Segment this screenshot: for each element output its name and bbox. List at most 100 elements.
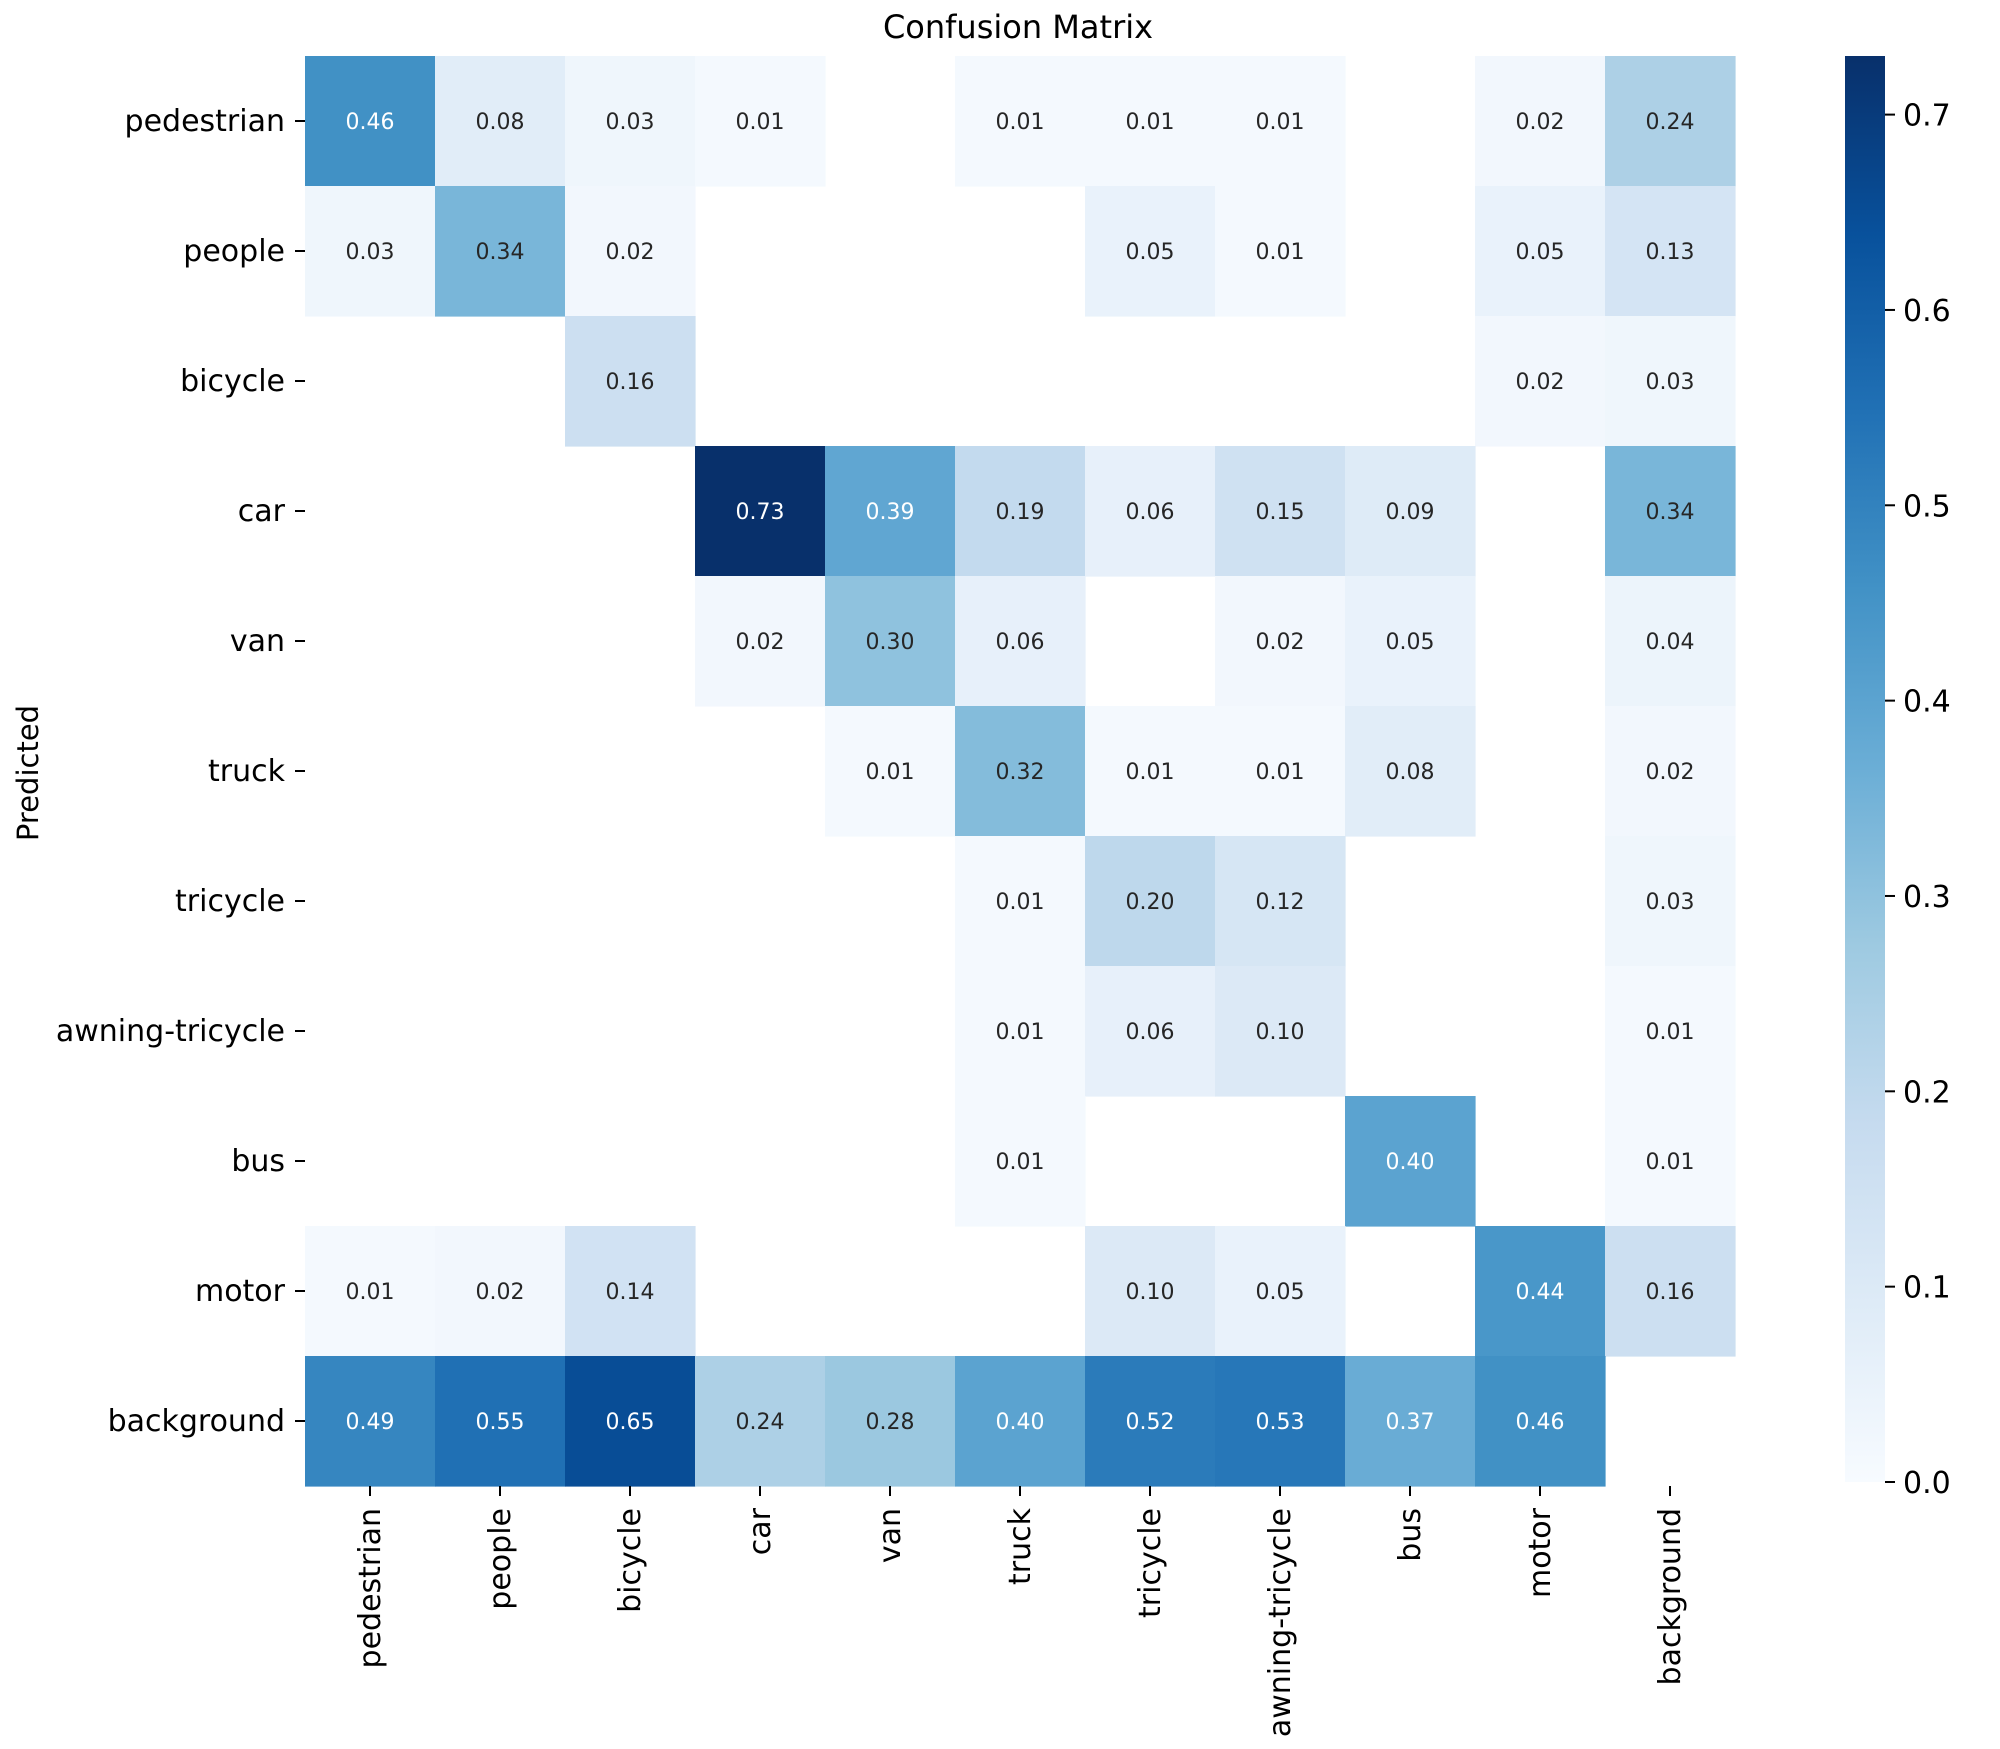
cell-value-label: 0.01 bbox=[1256, 110, 1305, 135]
heatmap-cell bbox=[1345, 1096, 1476, 1227]
heatmap-cell bbox=[955, 1096, 1086, 1227]
heatmap-cell bbox=[1605, 966, 1736, 1097]
cell-value-label: 0.02 bbox=[1516, 110, 1565, 135]
heatmap-cell bbox=[1215, 706, 1346, 837]
heatmap-cell bbox=[1605, 1096, 1736, 1227]
cell-value-label: 0.19 bbox=[996, 500, 1045, 525]
heatmap-cells bbox=[305, 56, 1736, 1487]
heatmap-cell bbox=[955, 576, 1086, 707]
colorbar-tick-label: 0.0 bbox=[1903, 1466, 1951, 1501]
cell-value-label: 0.01 bbox=[1646, 1150, 1695, 1175]
cell-value-label: 0.34 bbox=[476, 240, 525, 265]
y-axis-label: Predicted bbox=[11, 705, 45, 841]
cell-value-label: 0.44 bbox=[1516, 1280, 1565, 1305]
x-tick-label: motor bbox=[1523, 1507, 1558, 1598]
heatmap-cell bbox=[305, 56, 436, 187]
cell-value-label: 0.46 bbox=[1516, 1410, 1565, 1435]
heatmap-cell bbox=[955, 966, 1086, 1097]
y-tick-label: truck bbox=[208, 754, 286, 789]
cell-value-label: 0.06 bbox=[1126, 1020, 1175, 1045]
heatmap-cell bbox=[305, 1226, 436, 1357]
heatmap-cell bbox=[955, 706, 1086, 837]
cell-value-label: 0.37 bbox=[1386, 1410, 1435, 1435]
heatmap-cell bbox=[1605, 1226, 1736, 1357]
heatmap-cell bbox=[1345, 1356, 1476, 1487]
cell-value-label: 0.10 bbox=[1126, 1280, 1175, 1305]
heatmap-cell bbox=[565, 1226, 696, 1357]
heatmap-cell bbox=[695, 446, 826, 577]
cell-value-label: 0.01 bbox=[1256, 760, 1305, 785]
colorbar-tick-label: 0.4 bbox=[1903, 685, 1951, 720]
cell-value-label: 0.32 bbox=[996, 760, 1045, 785]
heatmap-cell bbox=[1215, 56, 1346, 187]
cell-value-label: 0.24 bbox=[1646, 110, 1695, 135]
cell-value-label: 0.30 bbox=[866, 630, 915, 655]
cell-value-label: 0.15 bbox=[1256, 500, 1305, 525]
heatmap-cell bbox=[1475, 186, 1606, 317]
colorbar-tick-label: 0.1 bbox=[1903, 1271, 1951, 1306]
cell-value-label: 0.65 bbox=[606, 1410, 655, 1435]
heatmap-cell bbox=[305, 186, 436, 317]
cell-value-label: 0.05 bbox=[1516, 240, 1565, 265]
heatmap-cell bbox=[1345, 446, 1476, 577]
heatmap-cell bbox=[1085, 1226, 1216, 1357]
cell-value-label: 0.08 bbox=[1386, 760, 1435, 785]
y-tick-label: bicycle bbox=[180, 364, 285, 399]
heatmap-cell bbox=[565, 316, 696, 447]
x-tick-label: awning-tricycle bbox=[1263, 1508, 1298, 1737]
cell-value-label: 0.01 bbox=[1126, 760, 1175, 785]
heatmap-cell bbox=[825, 1356, 956, 1487]
cell-value-label: 0.01 bbox=[1646, 1020, 1695, 1045]
heatmap-cell bbox=[825, 446, 956, 577]
heatmap-cell bbox=[565, 1356, 696, 1487]
colorbar-tick-label: 0.6 bbox=[1903, 294, 1951, 329]
y-axis-ticks: pedestrian people bicycle car van truck tricyc… bbox=[56, 104, 305, 1439]
cell-value-label: 0.53 bbox=[1256, 1410, 1305, 1435]
cell-value-label: 0.03 bbox=[346, 240, 395, 265]
cell-value-label: 0.03 bbox=[1646, 370, 1695, 395]
cell-value-label: 0.05 bbox=[1256, 1280, 1305, 1305]
heatmap-cell bbox=[1085, 706, 1216, 837]
heatmap-cell bbox=[1215, 1356, 1346, 1487]
heatmap-cell bbox=[1475, 1356, 1606, 1487]
cell-value-label: 0.01 bbox=[996, 1150, 1045, 1175]
cell-value-label: 0.40 bbox=[996, 1410, 1045, 1435]
colorbar-ticks: 0.0 0.1 0.2 0.3 0.4 0.5 0.6 0.7 bbox=[1885, 99, 1951, 1501]
heatmap-cell bbox=[1605, 56, 1736, 187]
cell-value-label: 0.55 bbox=[476, 1410, 525, 1435]
heatmap-cell bbox=[1215, 446, 1346, 577]
heatmap-cell bbox=[1345, 576, 1476, 707]
heatmap-cell bbox=[435, 1356, 566, 1487]
heatmap-cell bbox=[565, 186, 696, 317]
y-tick-label: pedestrian bbox=[125, 104, 285, 139]
cell-value-label: 0.46 bbox=[346, 110, 395, 135]
cell-value-label: 0.73 bbox=[736, 500, 785, 525]
cell-value-label: 0.39 bbox=[866, 500, 915, 525]
x-tick-label: bus bbox=[1393, 1508, 1428, 1562]
cell-value-label: 0.10 bbox=[1256, 1020, 1305, 1045]
heatmap-cell bbox=[1215, 1226, 1346, 1357]
y-tick-label: awning-tricycle bbox=[56, 1014, 285, 1049]
heatmap-cell bbox=[1605, 186, 1736, 317]
cell-value-label: 0.13 bbox=[1646, 240, 1695, 265]
cell-value-label: 0.02 bbox=[1256, 630, 1305, 655]
heatmap-cell bbox=[1215, 836, 1346, 967]
x-tick-label: people bbox=[483, 1508, 518, 1610]
cell-value-label: 0.02 bbox=[1646, 760, 1695, 785]
heatmap-cell bbox=[435, 186, 566, 317]
colorbar-tick-label: 0.5 bbox=[1903, 489, 1951, 524]
cell-value-label: 0.01 bbox=[1126, 110, 1175, 135]
x-tick-label: truck bbox=[1003, 1507, 1038, 1585]
heatmap-cell bbox=[825, 576, 956, 707]
heatmap-cell bbox=[1085, 186, 1216, 317]
cell-value-label: 0.01 bbox=[1256, 240, 1305, 265]
colorbar bbox=[1845, 56, 1885, 1482]
heatmap-cell bbox=[1215, 576, 1346, 707]
cell-value-label: 0.09 bbox=[1386, 500, 1435, 525]
cell-value-label: 0.02 bbox=[736, 630, 785, 655]
cell-value-label: 0.03 bbox=[606, 110, 655, 135]
colorbar-tick-label: 0.2 bbox=[1903, 1075, 1951, 1110]
heatmap-cell bbox=[695, 576, 826, 707]
x-tick-label: background bbox=[1653, 1508, 1688, 1685]
heatmap-cell bbox=[1605, 576, 1736, 707]
